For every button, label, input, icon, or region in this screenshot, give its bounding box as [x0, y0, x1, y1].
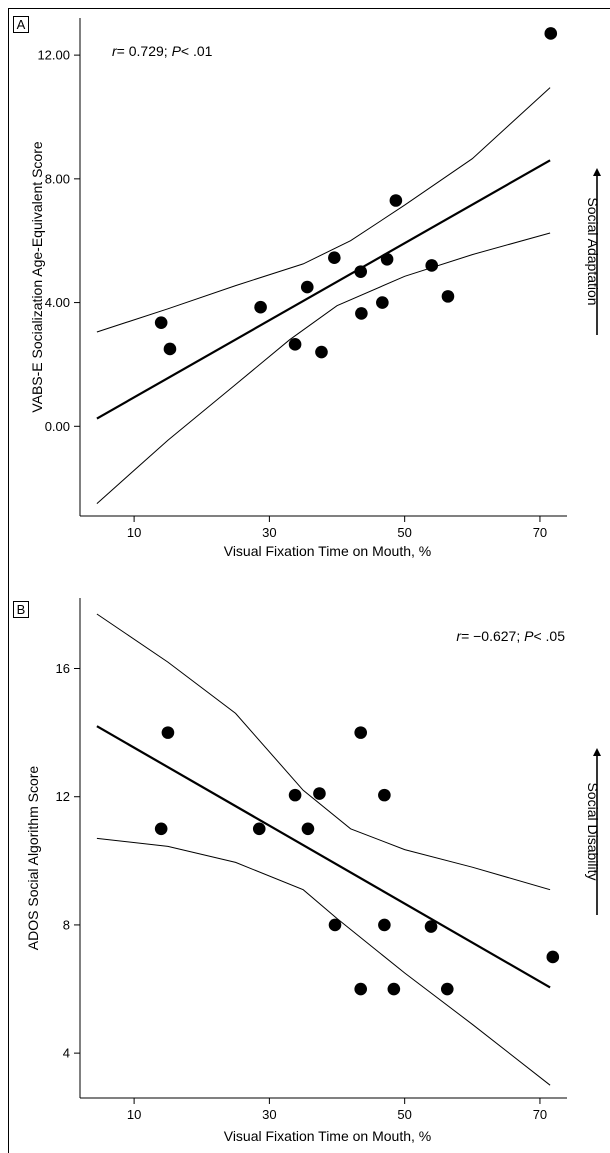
y-tick-label: 8 — [63, 917, 70, 932]
data-point — [440, 982, 454, 996]
panel-b: 4 8 12 16 10 30 50 70 Br= −0.627; P< .05 Visual F… — [13, 598, 601, 1144]
y-tick-label: 0.00 — [45, 419, 70, 434]
data-point — [328, 251, 341, 265]
stat-sep: ; — [516, 628, 524, 644]
stat-sep: ; — [164, 43, 172, 59]
x-tick-label: 10 — [127, 1107, 141, 1122]
data-point — [254, 300, 267, 314]
y-tick-label: 4.00 — [45, 295, 70, 310]
panel-letter: A — [17, 17, 26, 32]
panel-letter-box — [13, 601, 29, 618]
y-tick-label: 12 — [56, 789, 70, 804]
data-point — [378, 918, 391, 932]
data-point — [546, 950, 560, 964]
side-arrow-head-icon — [593, 168, 601, 176]
stat-annotation: r= 0.729; P< .01 — [112, 43, 213, 59]
panel-letter: B — [17, 602, 26, 617]
stat-r-label: r — [112, 43, 118, 59]
data-point — [163, 342, 177, 356]
data-point — [387, 982, 401, 996]
data-point — [288, 338, 302, 351]
x-tick-label: 10 — [127, 525, 141, 540]
stat-p-label: P — [172, 43, 182, 59]
data-point — [154, 822, 168, 836]
data-point — [300, 280, 314, 294]
stat-p-value: < .05 — [533, 628, 565, 644]
ci-lower-curve — [96, 232, 551, 504]
data-point — [315, 345, 328, 359]
x-tick-label: 50 — [397, 525, 411, 540]
y-axis-label: VABS-E Socialization Age-Equivalent Scor… — [29, 141, 45, 413]
data-point — [378, 788, 391, 802]
data-point — [544, 27, 558, 40]
data-point — [441, 290, 455, 303]
data-point — [425, 259, 439, 272]
x-axis-label: Visual Fixation Time on Mouth, % — [224, 543, 432, 559]
x-axis-label: Visual Fixation Time on Mouth, % — [224, 1128, 432, 1144]
y-axis-label: ADOS Social Algorithm Score — [25, 766, 41, 951]
regression-line — [96, 159, 551, 420]
stat-p-label: P — [524, 628, 534, 644]
x-tick-label: 70 — [533, 1107, 547, 1122]
data-point — [380, 252, 394, 266]
data-point — [161, 726, 175, 739]
y-tick-label: 12.00 — [37, 48, 70, 63]
data-point — [154, 316, 168, 329]
data-point — [328, 918, 342, 932]
stat-r-value: = −0.627 — [461, 628, 516, 644]
data-point — [424, 920, 438, 933]
stat-r-value: = 0.729 — [117, 43, 164, 59]
data-point — [252, 822, 266, 836]
panel-letter-box — [13, 16, 29, 33]
y-tick-label: 4 — [63, 1046, 70, 1061]
x-tick-label: 30 — [262, 525, 276, 540]
y-tick-label: 8.00 — [45, 171, 70, 186]
x-tick-label: 50 — [397, 1107, 411, 1122]
x-tick-label: 70 — [533, 525, 547, 540]
side-label: Social Adaptation — [585, 197, 601, 305]
data-point — [354, 265, 368, 278]
x-tick-label: 30 — [262, 1107, 276, 1122]
side-label: Social Disability — [585, 782, 601, 880]
data-point — [376, 296, 389, 309]
regression-line — [96, 725, 551, 989]
stat-p-value: < .01 — [181, 43, 213, 59]
data-point — [389, 194, 403, 207]
ci-lower-curve — [96, 837, 551, 1086]
data-point — [354, 982, 368, 996]
data-point — [354, 726, 368, 739]
ci-upper-curve — [96, 87, 551, 333]
data-point — [355, 307, 368, 320]
panel-a: 0.00 4.00 8.00 12.00 10 30 50 70 Ar= 0.729; P< .… — [13, 16, 601, 559]
stat-annotation: r= −0.627; P< .05 — [456, 628, 565, 644]
data-point — [288, 788, 302, 802]
side-arrow-head-icon — [593, 748, 601, 756]
y-tick-label: 16 — [56, 661, 70, 676]
data-point — [301, 822, 315, 836]
ci-upper-curve — [96, 613, 551, 891]
data-point — [313, 787, 326, 800]
stat-r-label: r — [456, 628, 462, 644]
